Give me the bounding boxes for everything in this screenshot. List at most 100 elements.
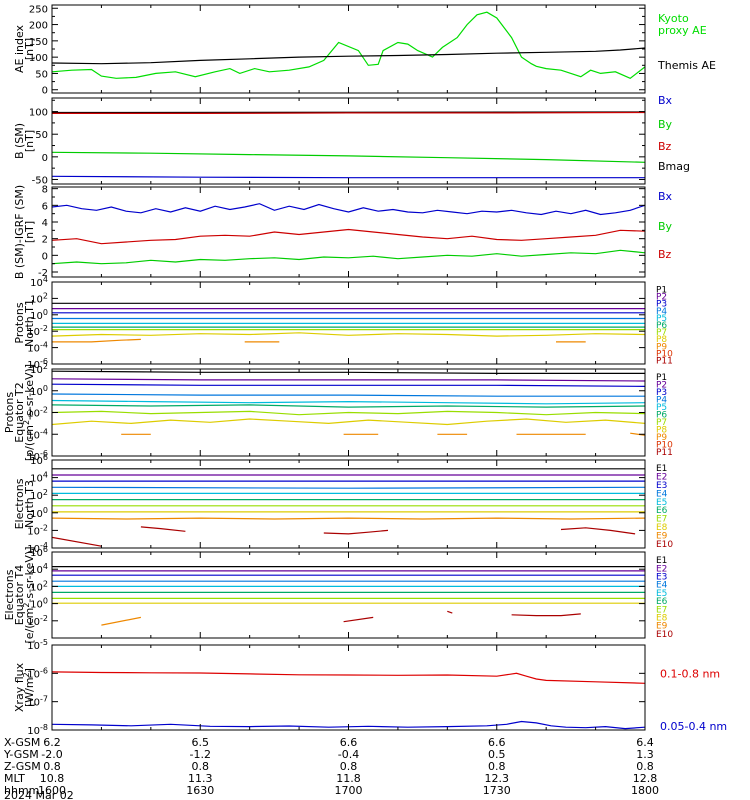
legend-entry: E8 — [656, 614, 668, 624]
y-tick-label: 10-6 — [27, 357, 48, 371]
y-axis-label: North T3 — [23, 480, 36, 528]
y-tick-label: 50 — [35, 130, 48, 141]
y-axis-label: [nT] — [23, 38, 36, 60]
series-line-bsm-0 — [52, 111, 645, 114]
legend-entry: E9 — [656, 622, 668, 632]
y-axis-label: B (SM) — [13, 123, 26, 159]
y-axis-label: [W/m2] — [22, 668, 36, 707]
y-tick-label: 106 — [30, 453, 48, 467]
y-tick-label: 102 — [30, 291, 48, 305]
y-tick-label: 10-2 — [27, 324, 48, 338]
series-line-pe-3 — [52, 393, 645, 397]
ephemeris-value: 6.4 — [636, 736, 654, 749]
series-line-xray-0 — [52, 671, 645, 684]
y-tick-label: 10-2 — [27, 523, 48, 537]
legend-entry: P3 — [656, 300, 667, 310]
y-tick-label: 10-2 — [27, 406, 48, 420]
legend-entry: E1 — [656, 464, 667, 474]
series-line-en-10 — [140, 526, 186, 532]
legend-entry: P11 — [656, 448, 673, 458]
series-line-bigrf-1 — [52, 228, 645, 245]
legend-entry: P4 — [656, 395, 667, 405]
ephemeris-label: hhmm — [4, 784, 39, 797]
series-line-ee-11 — [511, 613, 581, 617]
y-axis-label: B (SM)-IGRF (SM) — [13, 185, 26, 279]
legend-entry: E7 — [656, 515, 667, 525]
ephemeris-value: 6.5 — [192, 736, 210, 749]
legend-entry: E9 — [656, 531, 668, 541]
ephemeris-value: 12.3 — [485, 772, 510, 785]
series-line-ee-8 — [101, 616, 142, 626]
series-line-xray-1 — [52, 720, 645, 730]
legend-entry: P5 — [656, 403, 667, 413]
legend-entry: P2 — [656, 380, 667, 390]
y-tick-label: 150 — [29, 37, 48, 48]
ephemeris-value: 1630 — [186, 784, 214, 797]
legend-entry: P1 — [656, 373, 667, 383]
y-tick-label: 8 — [42, 185, 48, 196]
legend-entry: P8 — [656, 426, 667, 436]
y-axis-label: Protons — [3, 392, 16, 433]
legend-entry: P6 — [656, 411, 667, 421]
y-tick-label: 106 — [30, 545, 48, 559]
y-axis-label: Equator T4 — [13, 565, 26, 625]
y-tick-label: 10-6 — [27, 666, 48, 680]
ephemeris-value: 0.8 — [340, 760, 358, 773]
legend-entry: P6 — [656, 321, 667, 331]
ephemeris-value: 1600 — [38, 784, 66, 797]
y-tick-label: 10-7 — [27, 695, 48, 709]
ephemeris-label: MLT — [4, 772, 25, 785]
y-tick-label: -50 — [32, 175, 48, 186]
y-tick-label: 102 — [30, 488, 48, 502]
y-tick-label: 102 — [30, 362, 48, 376]
y-tick-label: 6 — [42, 201, 48, 212]
ephemeris-label: Y-GSM — [3, 748, 39, 761]
y-tick-label: -2 — [38, 268, 48, 279]
legend-entry: E4 — [656, 489, 668, 499]
y-tick-label: 10-4 — [27, 427, 48, 441]
y-axis-label: Equator T2 — [13, 382, 26, 442]
y-tick-label: 50 — [35, 69, 48, 80]
series-line-bsm-1 — [52, 111, 645, 115]
legend-entry: Bx — [658, 94, 673, 107]
panel-frame — [51, 186, 646, 278]
legend-entry: P11 — [656, 356, 673, 366]
y-axis-label: [nT] — [23, 221, 36, 243]
series-line-ee-9 — [343, 616, 374, 623]
y-tick-label: 104 — [30, 562, 48, 576]
y-tick-label: 100 — [30, 597, 48, 611]
y-axis-label: North T1 — [23, 299, 36, 347]
panel-frame — [51, 97, 646, 185]
series-line-bigrf-0 — [52, 203, 645, 216]
legend-entry: P7 — [656, 328, 667, 338]
panel-frame — [51, 551, 646, 639]
ephemeris-value: 1700 — [335, 784, 363, 797]
ephemeris-value: -0.4 — [338, 748, 359, 761]
y-tick-label: 100 — [29, 108, 48, 119]
ephemeris-value: -1.2 — [190, 748, 211, 761]
series-line-pe-2 — [52, 383, 645, 387]
y-tick-label: 100 — [29, 53, 48, 64]
legend-entry: E6 — [656, 506, 668, 516]
ephemeris-value: 0.8 — [636, 760, 654, 773]
ephemeris-value: 0.8 — [43, 760, 61, 773]
series-line-bsm-3 — [52, 175, 645, 179]
ephemeris-value: -2.0 — [41, 748, 62, 761]
ephemeris-value: 1730 — [483, 784, 511, 797]
legend-entry: Kyoto — [658, 12, 689, 25]
legend-entry: E10 — [656, 630, 673, 640]
y-tick-label: 102 — [30, 579, 48, 593]
y-tick-label: 10-8 — [27, 723, 48, 737]
series-line-pe-5 — [52, 404, 645, 408]
legend-entry: Bx — [658, 190, 673, 203]
y-tick-label: 250 — [29, 4, 48, 15]
series-line-ee-10 — [447, 610, 453, 614]
y-tick-label: 100 — [30, 384, 48, 398]
series-line-en-9 — [52, 536, 102, 547]
ephemeris-value: 1800 — [631, 784, 659, 797]
